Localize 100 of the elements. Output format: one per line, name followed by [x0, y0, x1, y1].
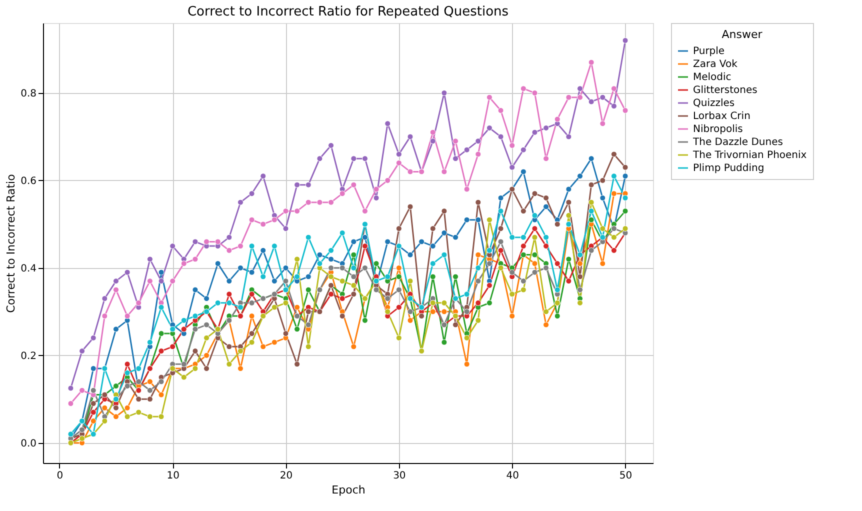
point: [362, 208, 368, 214]
point: [600, 177, 606, 184]
legend-label: Zara Vok: [693, 59, 738, 70]
point: [124, 404, 130, 411]
point: [577, 173, 583, 180]
point: [204, 322, 210, 328]
point: [180, 260, 187, 267]
point: [294, 274, 300, 280]
point: [532, 260, 538, 267]
point: [362, 243, 368, 250]
point: [113, 404, 119, 411]
point: [305, 199, 312, 206]
legend-label: Purple: [693, 46, 725, 57]
point: [441, 208, 448, 214]
point: [248, 339, 255, 346]
point: [396, 264, 402, 271]
y-tick-label: 0.0: [20, 438, 36, 450]
point: [418, 238, 425, 245]
point: [282, 278, 289, 284]
point: [475, 138, 482, 144]
point: [204, 352, 210, 358]
point: [170, 278, 176, 284]
point: [260, 344, 266, 350]
point: [124, 361, 130, 368]
point: [475, 317, 482, 324]
point: [475, 278, 482, 284]
point: [305, 182, 312, 188]
point: [350, 252, 357, 258]
chart-title: Correct to Incorrect Ratio for Repeated Questions: [187, 4, 509, 20]
point: [520, 86, 526, 92]
point: [520, 208, 526, 214]
legend-label: Plimp Pudding: [693, 163, 764, 174]
point: [204, 366, 210, 372]
point: [486, 216, 492, 223]
point: [588, 216, 594, 223]
point: [226, 344, 232, 350]
point: [452, 274, 459, 280]
point: [407, 252, 414, 258]
point: [464, 361, 470, 368]
point: [192, 348, 198, 354]
point: [339, 278, 346, 284]
point: [566, 186, 572, 192]
point: [136, 378, 142, 385]
point: [588, 182, 594, 188]
point: [214, 260, 221, 267]
point: [384, 296, 391, 302]
point: [316, 156, 323, 162]
point: [248, 291, 255, 298]
point: [158, 304, 164, 310]
point: [124, 269, 130, 276]
point: [520, 286, 526, 293]
point: [180, 326, 187, 332]
point: [328, 256, 334, 262]
point: [146, 414, 153, 420]
point: [146, 339, 153, 346]
point: [566, 94, 572, 100]
point: [566, 256, 572, 262]
point: [577, 94, 583, 100]
point: [498, 226, 504, 232]
point: [452, 138, 459, 144]
point: [543, 308, 550, 315]
point: [146, 378, 153, 385]
point: [520, 168, 526, 175]
point: [486, 282, 492, 288]
point: [237, 304, 244, 310]
point: [294, 326, 300, 332]
point: [384, 120, 391, 127]
point: [498, 134, 504, 140]
x-tick-label: 50: [619, 470, 632, 482]
point: [305, 234, 312, 240]
point: [68, 431, 74, 438]
point: [294, 256, 300, 262]
point: [214, 300, 221, 306]
point: [475, 151, 482, 158]
point: [566, 278, 572, 284]
point: [622, 208, 628, 214]
point: [102, 296, 108, 302]
point: [260, 247, 266, 254]
point: [600, 226, 606, 232]
point: [464, 216, 470, 223]
point: [486, 300, 492, 306]
point: [600, 94, 606, 100]
point: [407, 204, 414, 210]
point: [464, 334, 470, 341]
point: [554, 116, 560, 122]
point: [226, 278, 232, 284]
point: [170, 326, 176, 332]
point: [350, 344, 357, 350]
point: [282, 330, 289, 337]
point: [158, 378, 164, 385]
point: [407, 134, 414, 140]
point: [577, 260, 583, 267]
point: [622, 173, 628, 180]
point: [136, 409, 142, 416]
point: [294, 304, 300, 310]
point: [384, 177, 391, 184]
point: [316, 260, 323, 267]
point: [430, 243, 436, 250]
point: [475, 300, 482, 306]
y-axis-title: Correct to Incorrect Ratio: [4, 174, 18, 313]
